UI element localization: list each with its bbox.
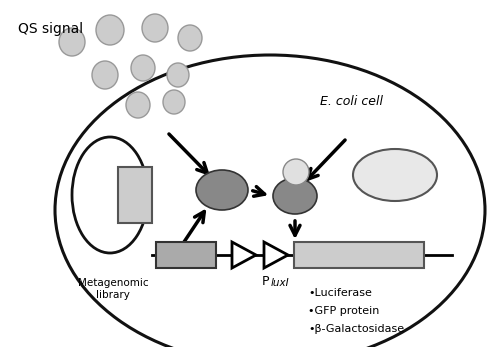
Ellipse shape — [142, 14, 168, 42]
Polygon shape — [232, 242, 256, 268]
Text: •Luciferase: •Luciferase — [308, 288, 372, 298]
Bar — [294, 242, 424, 268]
Bar — [118, 167, 152, 223]
Text: GFP: GFP — [382, 168, 408, 182]
Polygon shape — [264, 242, 288, 268]
Text: P: P — [262, 275, 270, 288]
Ellipse shape — [126, 92, 150, 118]
Ellipse shape — [131, 55, 155, 81]
Ellipse shape — [273, 178, 317, 214]
Ellipse shape — [196, 170, 248, 210]
Ellipse shape — [353, 149, 437, 201]
Text: •GFP protein: •GFP protein — [308, 306, 380, 316]
Circle shape — [283, 159, 309, 185]
Text: •β-Galactosidase: •β-Galactosidase — [308, 324, 404, 334]
Ellipse shape — [163, 90, 185, 114]
Text: Metagenomic
library: Metagenomic library — [78, 278, 148, 299]
Text: E. coli cell: E. coli cell — [320, 95, 383, 108]
Text: Reporter gene: Reporter gene — [322, 250, 396, 260]
Ellipse shape — [92, 61, 118, 89]
Text: luxI: luxI — [271, 278, 289, 288]
Bar — [156, 242, 216, 268]
Ellipse shape — [59, 28, 85, 56]
Text: luxR: luxR — [172, 250, 200, 260]
Ellipse shape — [167, 63, 189, 87]
Ellipse shape — [178, 25, 202, 51]
Text: QS signal: QS signal — [18, 22, 83, 36]
Ellipse shape — [96, 15, 124, 45]
